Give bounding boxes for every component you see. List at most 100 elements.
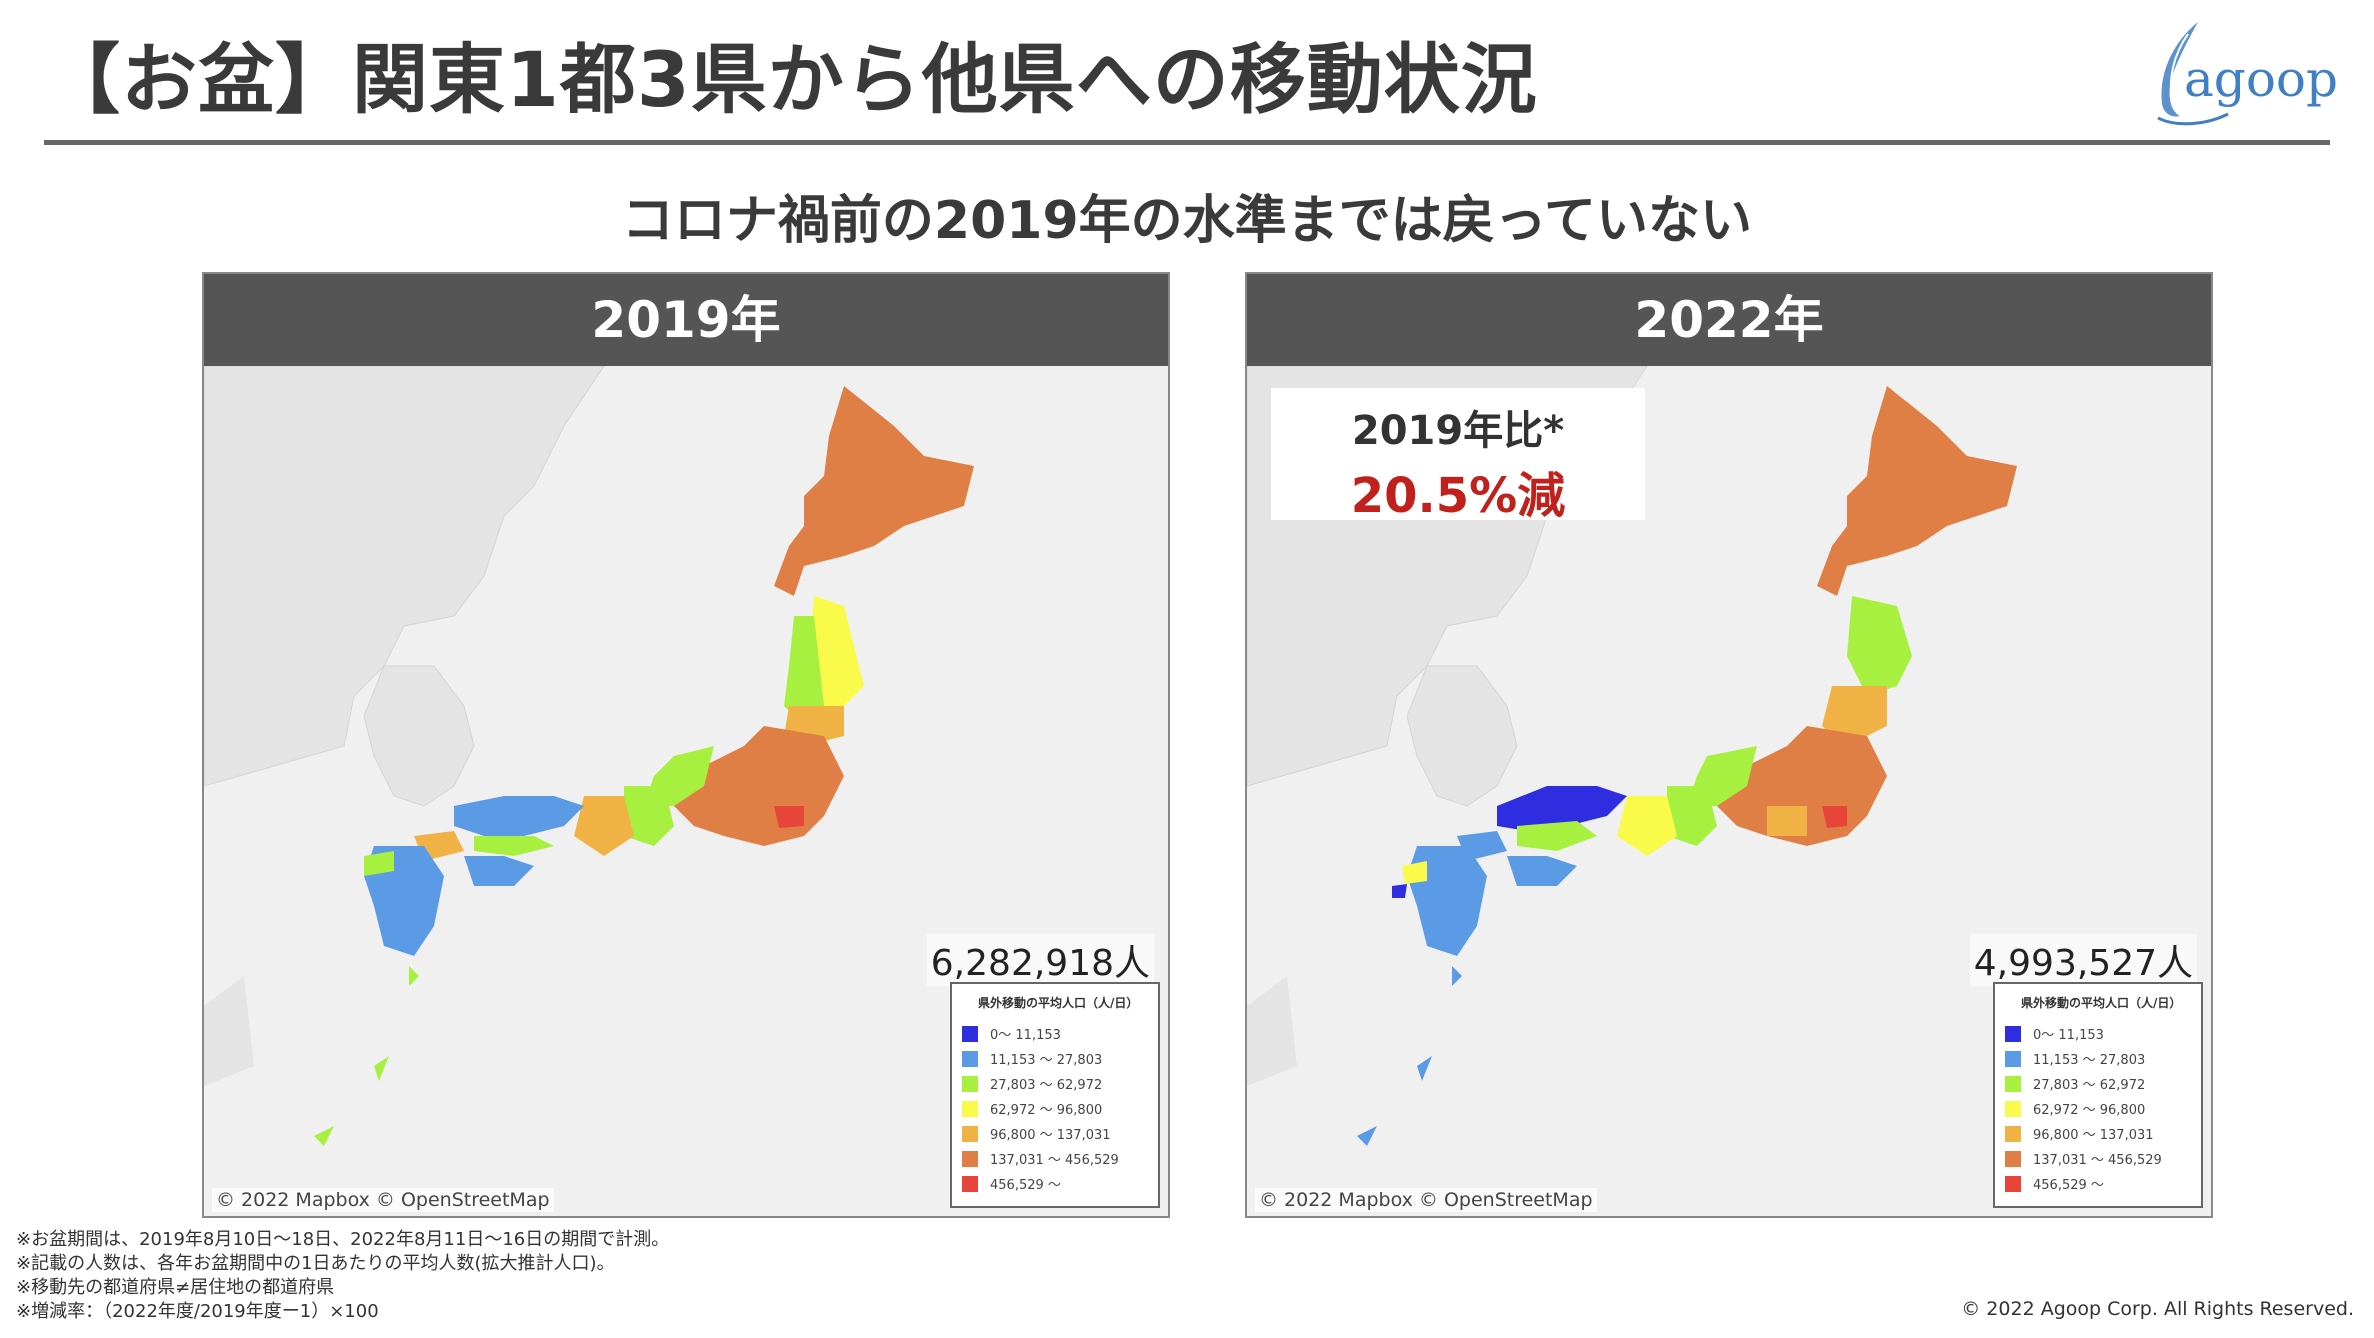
region-tohoku-mid — [1822, 686, 1887, 746]
legend-item: 62,972 ～ 96,800 — [2005, 1096, 2191, 1121]
legend-label: 456,529 ～ — [990, 1178, 1061, 1193]
legend-item: 456,529 ～ — [962, 1171, 1148, 1196]
legend-swatch — [962, 1050, 978, 1067]
region-kinki — [574, 796, 634, 856]
legend-swatch — [962, 1075, 978, 1092]
legend-item: 27,803 ～ 62,972 — [2005, 1071, 2191, 1096]
quill-logo-icon — [2157, 22, 2229, 126]
region-chugoku-north — [1497, 786, 1627, 831]
island-shape — [1247, 976, 1297, 1086]
agoop-logo: agoop — [2128, 18, 2338, 130]
region-kyushu-nw — [1392, 884, 1407, 898]
legend-item: 456,529 ～ — [2005, 1171, 2191, 1196]
region-tokyo — [774, 806, 804, 828]
panel-header-2022: 2022年 — [1247, 274, 2211, 366]
region-chugoku-south — [474, 836, 554, 856]
legend-swatch — [2005, 1025, 2021, 1042]
region-okinawa — [1417, 1056, 1432, 1081]
legend-item: 0～ 11,153 — [962, 1021, 1148, 1046]
comparison-callout: 2019年比* 20.5%減 — [1271, 388, 1645, 524]
legend-swatch — [2005, 1075, 2021, 1092]
korean-peninsula — [363, 665, 475, 807]
region-islands — [409, 966, 419, 986]
legend-item: 96,800 ～ 137,031 — [962, 1121, 1148, 1146]
legend-swatch — [2005, 1125, 2021, 1142]
continent-landmass — [204, 366, 605, 787]
map-attribution[interactable]: © 2022 Mapbox © OpenStreetMap — [1255, 1188, 1597, 1212]
legend-label: 96,800 ～ 137,031 — [990, 1128, 1111, 1143]
map-attribution[interactable]: © 2022 Mapbox © OpenStreetMap — [212, 1188, 554, 1212]
legend-item: 27,803 ～ 62,972 — [962, 1071, 1148, 1096]
legend-label: 27,803 ～ 62,972 — [2033, 1078, 2146, 1093]
region-chubu-west — [624, 786, 674, 846]
footnote-line: ※お盆期間は、2019年8月10日～18日、2022年8月11日～16日の期間で… — [16, 1229, 670, 1250]
legend-label: 0～ 11,153 — [2033, 1028, 2104, 1043]
region-hokkaido — [1817, 386, 2017, 596]
legend-swatch — [962, 1025, 978, 1042]
region-shikoku — [1507, 856, 1577, 886]
region-kyushu-north — [1402, 861, 1427, 884]
region-kyushu — [364, 846, 444, 956]
legend-label: 62,972 ～ 96,800 — [990, 1103, 1103, 1118]
legend-label: 96,800 ～ 137,031 — [2033, 1128, 2154, 1143]
legend-item: 137,031 ～ 456,529 — [2005, 1146, 2191, 1171]
legend-swatch — [962, 1100, 978, 1117]
region-shikoku — [464, 856, 534, 886]
legend-label: 27,803 ～ 62,972 — [990, 1078, 1103, 1093]
region-kyushu — [1407, 846, 1487, 956]
legend-label: 11,153 ～ 27,803 — [990, 1053, 1103, 1068]
legend-swatch — [2005, 1175, 2021, 1192]
legend-item: 0～ 11,153 — [2005, 1021, 2191, 1046]
region-okinawa-south — [1357, 1126, 1377, 1146]
comparison-value: 20.5%減 — [1350, 468, 1566, 524]
panel-header-2019: 2019年 — [204, 274, 1168, 366]
region-chubu-light — [1767, 806, 1807, 836]
map-panel-2022: 2022年 — [1245, 272, 2213, 1218]
korean-peninsula — [1406, 665, 1518, 807]
slide-subtitle: コロナ禍前の2019年の水準までは戻っていない — [621, 191, 1753, 251]
region-tohoku-mid — [784, 616, 824, 726]
region-kyushu-north — [364, 851, 394, 876]
region-chubu-west — [1667, 786, 1717, 846]
legend-item: 96,800 ～ 137,031 — [2005, 1121, 2191, 1146]
legend-swatch — [2005, 1050, 2021, 1067]
region-chugoku-north — [454, 796, 584, 836]
region-tohoku-north — [809, 596, 864, 706]
legend-label: 137,031 ～ 456,529 — [2033, 1153, 2162, 1168]
legend-swatch — [2005, 1100, 2021, 1117]
legend-2019: 県外移動の平均人口（人/日） 0～ 11,153 11,153 ～ 27,803… — [950, 982, 1160, 1208]
legend-label: 0～ 11,153 — [990, 1028, 1061, 1043]
page-title: 【お盆】関東1都3県から他県への移動状況 — [44, 35, 1538, 124]
region-chugoku-south — [1517, 821, 1597, 851]
map-panel-2019: 2019年 — [202, 272, 1170, 1218]
copyright-notice: © 2022 Agoop Corp. All Rights Reserved. — [1961, 1298, 2354, 1320]
legend-label: 11,153 ～ 27,803 — [2033, 1053, 2146, 1068]
legend-title: 県外移動の平均人口（人/日） — [978, 996, 1139, 1010]
japan-map-2019 — [204, 366, 974, 1146]
legend-swatch — [962, 1125, 978, 1142]
title-divider — [44, 140, 2330, 145]
legend-label: 62,972 ～ 96,800 — [2033, 1103, 2146, 1118]
region-hokkaido — [774, 386, 974, 596]
legend-item: 137,031 ～ 456,529 — [962, 1146, 1148, 1171]
region-okinawa-south — [314, 1126, 334, 1146]
legend-swatch — [962, 1175, 978, 1192]
footnotes: ※お盆期間は、2019年8月10日～18日、2022年8月11日～16日の期間で… — [16, 1228, 669, 1324]
region-okinawa — [374, 1056, 389, 1081]
legend-swatch — [962, 1150, 978, 1167]
logo-text: agoop — [2184, 50, 2339, 108]
footnote-line: ※移動先の都道府県≠居住地の都道府県 — [16, 1277, 335, 1298]
legend-title: 県外移動の平均人口（人/日） — [2021, 996, 2182, 1010]
total-count-2022: 4,993,527人 — [1969, 934, 2197, 986]
region-tokyo — [1822, 806, 1847, 828]
legend-item: 11,153 ～ 27,803 — [962, 1046, 1148, 1071]
footnote-line: ※増減率：（2022年度/2019年度ー1）×100 — [16, 1301, 379, 1322]
legend-item: 11,153 ～ 27,803 — [2005, 1046, 2191, 1071]
region-islands — [1452, 966, 1462, 986]
island-shape — [204, 976, 254, 1086]
footnote-line: ※記載の人数は、各年お盆期間中の1日あたりの平均人数(拡大推計人口)。 — [16, 1253, 615, 1274]
region-tohoku-north — [1847, 596, 1912, 696]
legend-label: 456,529 ～ — [2033, 1178, 2104, 1193]
region-kinki — [1617, 796, 1677, 856]
legend-label: 137,031 ～ 456,529 — [990, 1153, 1119, 1168]
